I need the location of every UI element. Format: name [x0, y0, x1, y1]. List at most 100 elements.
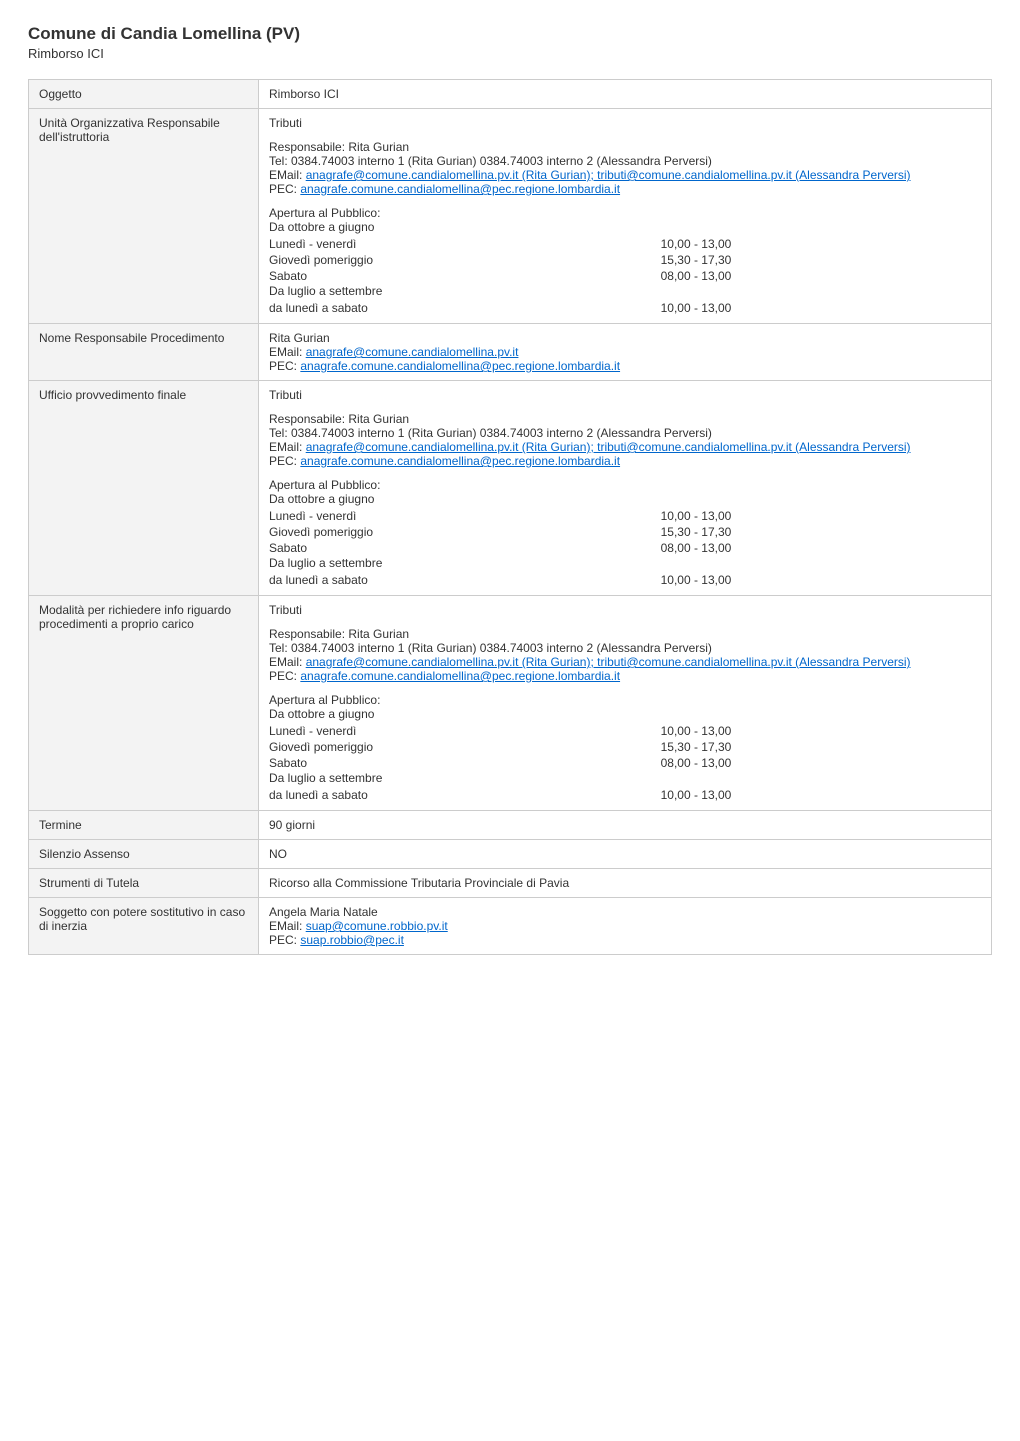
- pec-link[interactable]: anagrafe.comune.candialomellina@pec.regi…: [300, 454, 620, 468]
- hours-time: 10,00 - 13,00: [661, 723, 981, 739]
- value-unita: Tributi Responsabile: Rita Gurian Tel: 0…: [259, 109, 992, 324]
- apertura-head: Apertura al Pubblico:: [269, 693, 981, 707]
- tel-line: Tel: 0384.74003 interno 1 (Rita Gurian) …: [269, 154, 981, 168]
- periodo-2: Da luglio a settembre: [269, 771, 981, 785]
- hours-time: 15,30 - 17,30: [661, 524, 981, 540]
- pec-prefix: PEC:: [269, 359, 300, 373]
- email-prefix: EMail:: [269, 345, 306, 359]
- value-modalita: Tributi Responsabile: Rita Gurian Tel: 0…: [259, 596, 992, 811]
- email-prefix: EMail:: [269, 168, 306, 182]
- periodo-2: Da luglio a settembre: [269, 556, 981, 570]
- label-strumenti: Strumenti di Tutela: [29, 869, 259, 898]
- hours-time: 15,30 - 17,30: [661, 739, 981, 755]
- hours-day: Giovedì pomeriggio: [269, 739, 661, 755]
- hours-day: Sabato: [269, 268, 661, 284]
- tel-line: Tel: 0384.74003 interno 1 (Rita Gurian) …: [269, 641, 981, 655]
- value-silenzio: NO: [259, 840, 992, 869]
- table-row: Silenzio Assenso NO: [29, 840, 992, 869]
- pec-link[interactable]: anagrafe.comune.candialomellina@pec.regi…: [300, 182, 620, 196]
- hours-table: da lunedì a sabato10,00 - 13,00: [269, 300, 981, 316]
- hours-table: Lunedì - venerdì10,00 - 13,00 Giovedì po…: [269, 508, 981, 556]
- hours-time: 10,00 - 13,00: [661, 236, 981, 252]
- hours-day: Sabato: [269, 755, 661, 771]
- hours-day: Lunedì - venerdì: [269, 508, 661, 524]
- hours-time: 10,00 - 13,00: [661, 787, 981, 803]
- apertura-head: Apertura al Pubblico:: [269, 206, 981, 220]
- sostitutivo-name: Angela Maria Natale: [269, 905, 981, 919]
- hours-time: 08,00 - 13,00: [661, 755, 981, 771]
- value-ufficio: Tributi Responsabile: Rita Gurian Tel: 0…: [259, 381, 992, 596]
- label-modalita: Modalità per richiedere info riguardo pr…: [29, 596, 259, 811]
- value-sostitutivo: Angela Maria Natale EMail: suap@comune.r…: [259, 898, 992, 955]
- email-link[interactable]: suap@comune.robbio.pv.it: [306, 919, 448, 933]
- hours-day: Giovedì pomeriggio: [269, 524, 661, 540]
- table-row: Unità Organizzativa Responsabile dell'is…: [29, 109, 992, 324]
- value-oggetto: Rimborso ICI: [259, 80, 992, 109]
- label-nome-resp: Nome Responsabile Procedimento: [29, 324, 259, 381]
- hours-table: Lunedì - venerdì10,00 - 13,00 Giovedì po…: [269, 723, 981, 771]
- label-silenzio: Silenzio Assenso: [29, 840, 259, 869]
- table-row: Ufficio provvedimento finale Tributi Res…: [29, 381, 992, 596]
- hours-day: Lunedì - venerdì: [269, 236, 661, 252]
- pec-link[interactable]: suap.robbio@pec.it: [300, 933, 404, 947]
- table-row: Oggetto Rimborso ICI: [29, 80, 992, 109]
- pec-prefix: PEC:: [269, 454, 300, 468]
- hours-day: Giovedì pomeriggio: [269, 252, 661, 268]
- email-link[interactable]: anagrafe@comune.candialomellina.pv.it (R…: [306, 168, 911, 182]
- tel-line: Tel: 0384.74003 interno 1 (Rita Gurian) …: [269, 426, 981, 440]
- email-link[interactable]: anagrafe@comune.candialomellina.pv.it: [306, 345, 519, 359]
- hours-table: da lunedì a sabato10,00 - 13,00: [269, 787, 981, 803]
- value-strumenti: Ricorso alla Commissione Tributaria Prov…: [259, 869, 992, 898]
- hours-table: Lunedì - venerdì10,00 - 13,00 Giovedì po…: [269, 236, 981, 284]
- hours-day: da lunedì a sabato: [269, 572, 661, 588]
- pec-link[interactable]: anagrafe.comune.candialomellina@pec.regi…: [300, 669, 620, 683]
- pec-line: PEC: anagrafe.comune.candialomellina@pec…: [269, 182, 981, 196]
- hours-time: 10,00 - 13,00: [661, 572, 981, 588]
- email-prefix: EMail:: [269, 919, 306, 933]
- table-row: Termine 90 giorni: [29, 811, 992, 840]
- hours-day: da lunedì a sabato: [269, 787, 661, 803]
- email-link[interactable]: anagrafe@comune.candialomellina.pv.it (R…: [306, 655, 911, 669]
- hours-day: Sabato: [269, 540, 661, 556]
- apertura-head: Apertura al Pubblico:: [269, 478, 981, 492]
- hours-time: 08,00 - 13,00: [661, 268, 981, 284]
- pec-prefix: PEC:: [269, 933, 300, 947]
- value-termine: 90 giorni: [259, 811, 992, 840]
- pec-link[interactable]: anagrafe.comune.candialomellina@pec.regi…: [300, 359, 620, 373]
- page-title: Comune di Candia Lomellina (PV): [28, 24, 992, 44]
- value-nome-resp: Rita Gurian EMail: anagrafe@comune.candi…: [259, 324, 992, 381]
- label-oggetto: Oggetto: [29, 80, 259, 109]
- email-line: EMail: anagrafe@comune.candialomellina.p…: [269, 168, 981, 182]
- table-row: Soggetto con potere sostitutivo in caso …: [29, 898, 992, 955]
- pec-line: PEC: anagrafe.comune.candialomellina@pec…: [269, 454, 981, 468]
- email-line: EMail: anagrafe@comune.candialomellina.p…: [269, 440, 981, 454]
- ufficio-head: Tributi: [269, 388, 981, 402]
- sostitutivo-email-line: EMail: suap@comune.robbio.pv.it: [269, 919, 981, 933]
- periodo-2: Da luglio a settembre: [269, 284, 981, 298]
- email-link[interactable]: anagrafe@comune.candialomellina.pv.it (R…: [306, 440, 911, 454]
- periodo-1: Da ottobre a giugno: [269, 707, 981, 721]
- email-prefix: EMail:: [269, 440, 306, 454]
- resp-name: Rita Gurian: [269, 331, 981, 345]
- modalita-head: Tributi: [269, 603, 981, 617]
- hours-table: da lunedì a sabato10,00 - 13,00: [269, 572, 981, 588]
- sostitutivo-pec-line: PEC: suap.robbio@pec.it: [269, 933, 981, 947]
- label-ufficio: Ufficio provvedimento finale: [29, 381, 259, 596]
- label-termine: Termine: [29, 811, 259, 840]
- periodo-1: Da ottobre a giugno: [269, 220, 981, 234]
- pec-prefix: PEC:: [269, 182, 300, 196]
- hours-time: 10,00 - 13,00: [661, 508, 981, 524]
- hours-time: 10,00 - 13,00: [661, 300, 981, 316]
- page-subtitle: Rimborso ICI: [28, 46, 992, 61]
- email-prefix: EMail:: [269, 655, 306, 669]
- table-row: Nome Responsabile Procedimento Rita Guri…: [29, 324, 992, 381]
- email-line: EMail: anagrafe@comune.candialomellina.p…: [269, 655, 981, 669]
- details-table: Oggetto Rimborso ICI Unità Organizzativa…: [28, 79, 992, 955]
- pec-prefix: PEC:: [269, 669, 300, 683]
- responsabile-line: Responsabile: Rita Gurian: [269, 412, 981, 426]
- hours-day: Lunedì - venerdì: [269, 723, 661, 739]
- resp-pec-line: PEC: anagrafe.comune.candialomellina@pec…: [269, 359, 981, 373]
- periodo-1: Da ottobre a giugno: [269, 492, 981, 506]
- table-row: Strumenti di Tutela Ricorso alla Commiss…: [29, 869, 992, 898]
- responsabile-line: Responsabile: Rita Gurian: [269, 627, 981, 641]
